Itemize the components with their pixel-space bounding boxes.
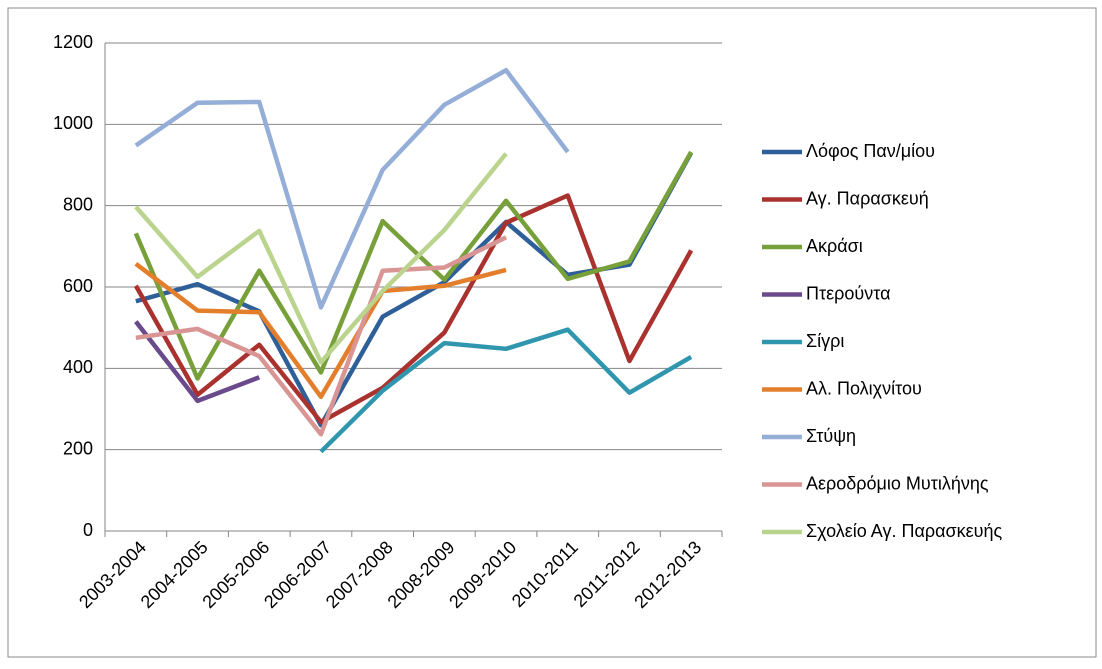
legend-label: Αγ. Παρασκευή	[806, 188, 929, 208]
series-line	[133, 150, 694, 381]
y-tick-label: 600	[63, 276, 93, 296]
series-line	[134, 320, 261, 404]
y-tick-label: 1200	[53, 32, 93, 52]
series-line	[135, 235, 508, 437]
y-tick-label: 800	[63, 194, 93, 214]
legend-label: Αεροδρόμιο Μυτιλήνης	[806, 473, 989, 493]
legend-label: Σχολείο Αγ. Παρασκευής	[806, 521, 1003, 541]
y-tick-label: 200	[63, 438, 93, 458]
y-tick-label: 400	[63, 357, 93, 377]
series-line	[134, 67, 570, 310]
legend-label: Αλ. Πολιχνίτου	[806, 378, 922, 398]
legend-label: Πτερούντα	[806, 283, 891, 303]
legend-label: Σίγρι	[806, 331, 844, 351]
series-line	[319, 327, 693, 454]
legend-label: Ακράσι	[806, 236, 863, 256]
legend-label: Λόφος Παν/μίου	[806, 141, 935, 161]
series-line	[133, 193, 694, 425]
y-tick-label: 1000	[53, 113, 93, 133]
series-line	[134, 262, 507, 400]
series-line	[134, 152, 508, 365]
y-tick-label: 0	[83, 520, 93, 540]
legend-label: Στύψη	[806, 426, 856, 446]
